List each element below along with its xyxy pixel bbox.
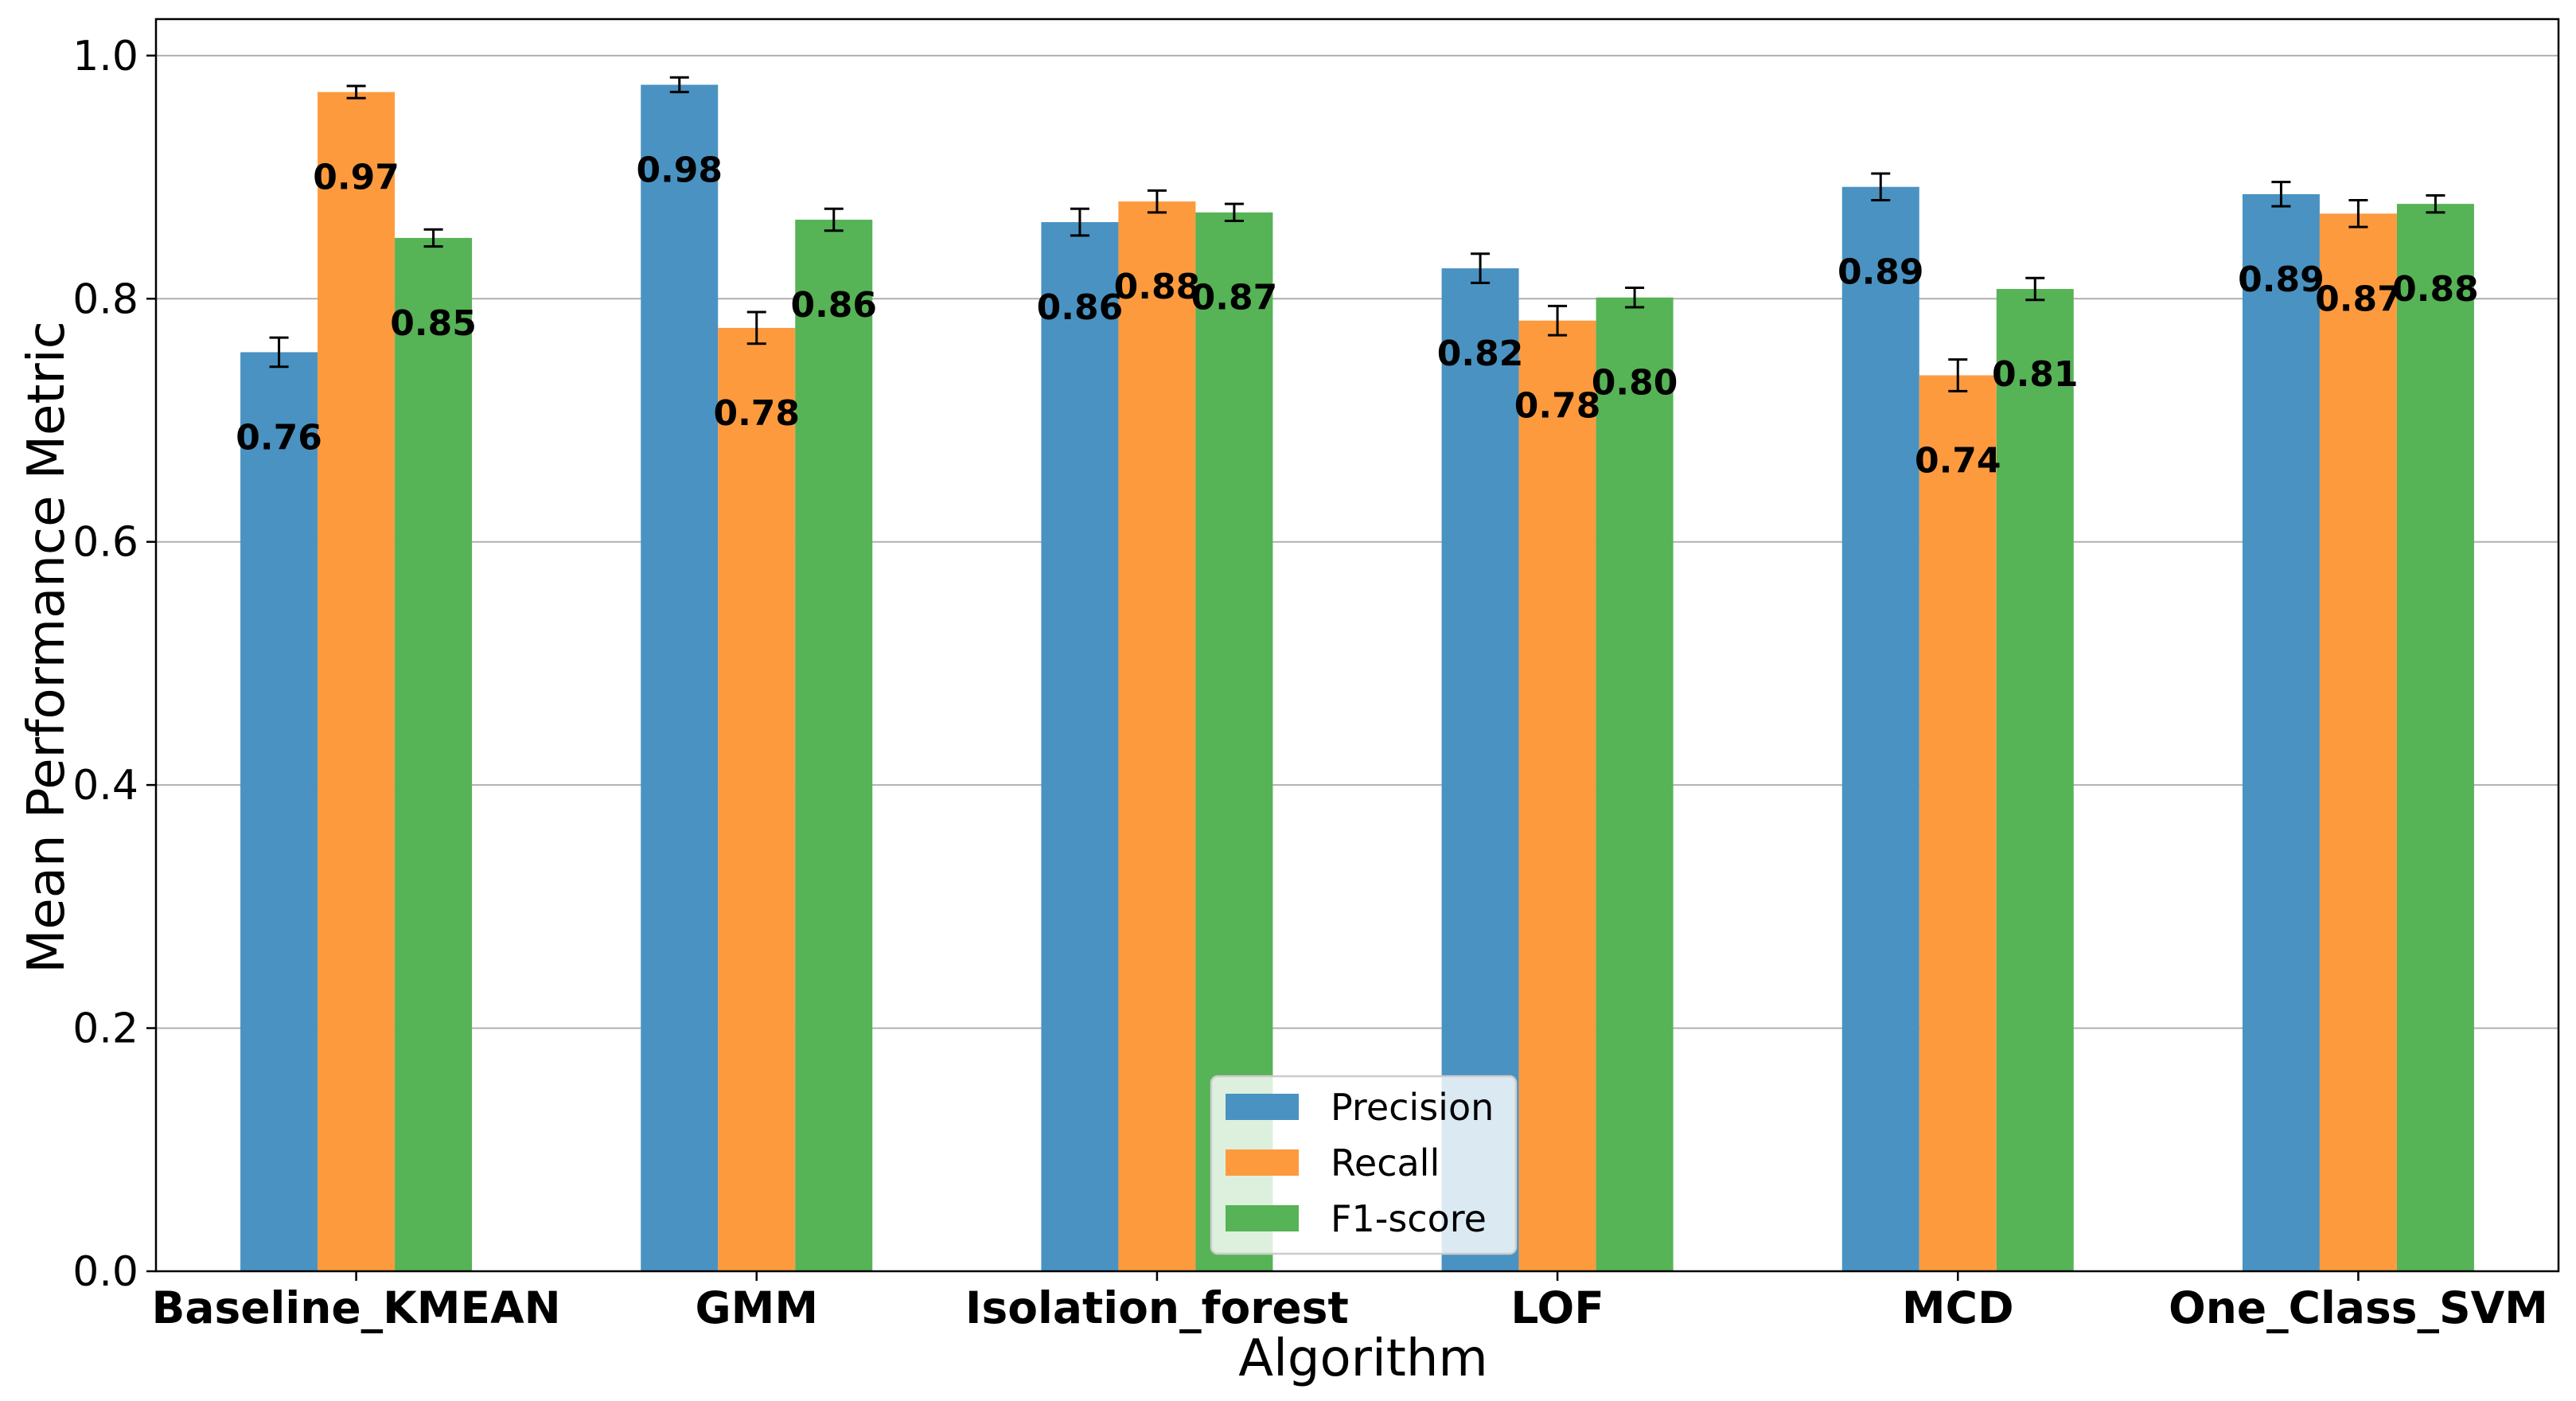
x-tick-label-isolation-forest: Isolation_forest [965, 1282, 1349, 1333]
bar-precision-one-class-svm [2242, 193, 2320, 1272]
data-label-f1-score-isolation-forest: 0.87 [1191, 278, 1278, 318]
error-bar [1147, 189, 1167, 214]
x-tick-label-mcd: MCD [1902, 1282, 2014, 1333]
data-label-recall-one-class-svm: 0.87 [2315, 279, 2402, 319]
y-tick-label: 1.0 [72, 33, 138, 80]
data-label-precision-lof: 0.82 [1437, 334, 1524, 374]
legend-swatch-precision [1226, 1094, 1299, 1120]
x-tick-label-lof: LOF [1510, 1282, 1604, 1333]
error-bar [2025, 276, 2045, 302]
y-tick-label: 0.8 [72, 275, 138, 323]
bar-precision-isolation-forest [1041, 222, 1119, 1271]
data-label-precision-isolation-forest: 0.86 [1037, 287, 1124, 328]
data-label-precision-one-class-svm: 0.89 [2238, 260, 2325, 300]
bar-recall-isolation-forest [1118, 201, 1196, 1272]
data-label-recall-lof: 0.78 [1514, 386, 1601, 427]
x-tick-label-one-class-svm: One_Class_SVM [2169, 1282, 2548, 1333]
bar-precision-gmm [641, 84, 719, 1271]
bar-f1-score-one-class-svm [2396, 204, 2474, 1271]
y-tick-label: 0.2 [72, 1005, 138, 1053]
error-bar [1070, 207, 1089, 237]
error-bar [1871, 172, 1891, 202]
error-bar [1948, 358, 1968, 392]
bars [240, 76, 2474, 1272]
error-bar [1471, 252, 1491, 284]
error-bar [1548, 304, 1568, 337]
bar-f1-score-lof [1596, 297, 1674, 1272]
bar-recall-one-class-svm [2319, 213, 2397, 1272]
error-bar [423, 228, 443, 248]
data-label-f1-score-mcd: 0.81 [1992, 354, 2079, 395]
data-label-precision-gmm: 0.98 [636, 150, 723, 190]
data-label-f1-score-one-class-svm: 0.88 [2392, 269, 2479, 310]
y-tick-label: 0.4 [72, 762, 138, 810]
bar-recall-mcd [1919, 375, 1997, 1271]
error-bar [269, 336, 289, 369]
bar-recall-baseline-kmean [318, 92, 396, 1271]
data-label-f1-score-gmm: 0.86 [790, 285, 877, 326]
error-bar [824, 207, 844, 232]
bar-f1-score-baseline-kmean [395, 237, 473, 1272]
plot-frame [154, 18, 2560, 1273]
data-label-recall-gmm: 0.78 [713, 393, 800, 434]
error-bar [669, 76, 689, 94]
error-bar [1625, 287, 1645, 309]
legend-label-precision: Precision [1331, 1086, 1494, 1129]
data-label-recall-mcd: 0.74 [1915, 440, 2001, 481]
data-label-precision-mcd: 0.89 [1837, 252, 1924, 293]
error-bar [2348, 199, 2368, 228]
legend-swatch-f1-score [1226, 1205, 1299, 1231]
axes: 0.0 0.2 0.4 0.6 0.8 1.0 Baseline_KMEAN GMM Isola… [72, 33, 2548, 1333]
data-label-recall-isolation-forest: 0.88 [1114, 267, 1201, 307]
x-tick-label-baseline-kmean: Baseline_KMEAN [151, 1282, 560, 1333]
data-label-precision-baseline-kmean: 0.76 [236, 417, 322, 458]
bar-recall-lof [1518, 320, 1596, 1272]
legend: Precision Recall F1-score [1210, 1075, 1518, 1255]
error-bar [2271, 181, 2291, 208]
x-axis-title: Algorithm [1238, 1329, 1487, 1388]
data-labels: 0.760.970.850.980.780.86 0.860.880.870.82… [236, 150, 2478, 481]
bar-precision-baseline-kmean [240, 352, 318, 1272]
bar-f1-score-mcd [1996, 289, 2074, 1272]
data-label-f1-score-lof: 0.80 [1592, 363, 1678, 404]
error-bar [2426, 193, 2445, 214]
y-tick-label: 0.6 [72, 519, 138, 567]
error-bar [1224, 202, 1244, 223]
y-axis-title: Mean Performance Metric [18, 321, 76, 974]
data-label-f1-score-baseline-kmean: 0.85 [390, 303, 477, 344]
error-bar [346, 84, 366, 100]
legend-swatch-recall [1226, 1149, 1299, 1176]
y-tick-label: 0.0 [72, 1248, 138, 1296]
grid-lines [156, 54, 2558, 1029]
bar-precision-mcd [1841, 186, 1919, 1271]
data-label-recall-baseline-kmean: 0.97 [313, 158, 399, 198]
bar-recall-gmm [718, 327, 796, 1272]
legend-label-f1-score: F1-score [1331, 1197, 1487, 1240]
error-bar [746, 310, 766, 345]
legend-label-recall: Recall [1331, 1141, 1440, 1184]
x-tick-label-gmm: GMM [695, 1282, 818, 1333]
bar-f1-score-gmm [795, 219, 873, 1271]
